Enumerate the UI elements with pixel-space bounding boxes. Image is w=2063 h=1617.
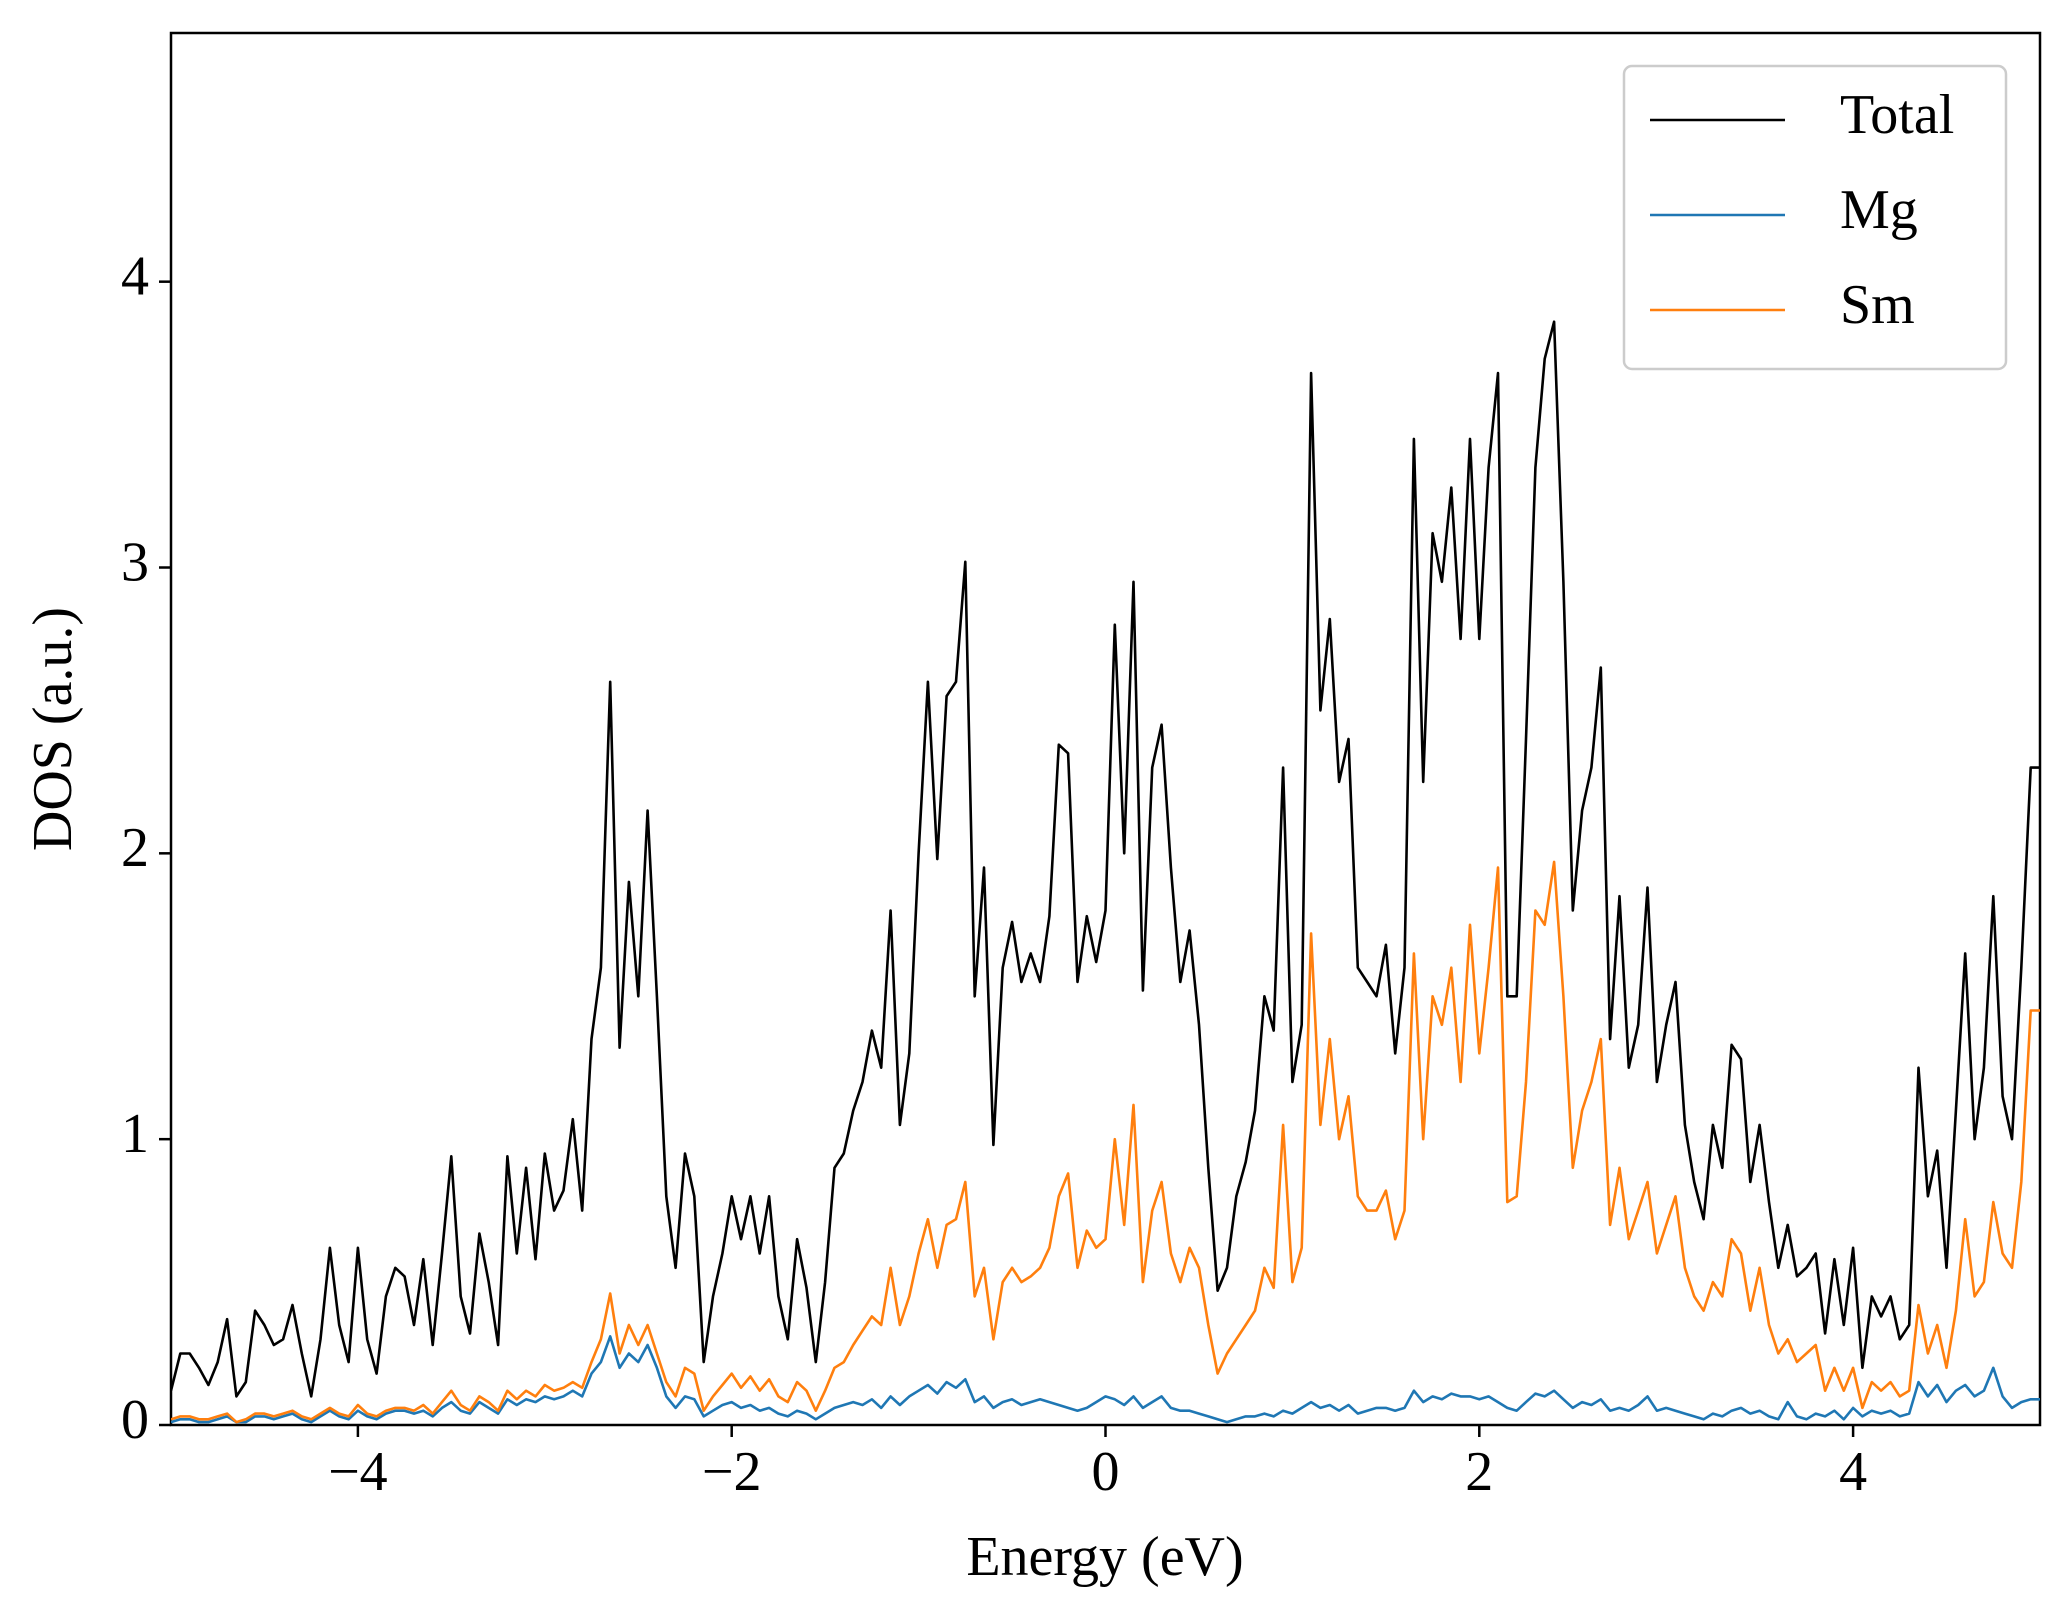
y-tick-label: 3 <box>121 531 149 593</box>
series-line <box>171 860 2040 1424</box>
y-tick-label: 1 <box>121 1103 149 1165</box>
x-tick-label: −2 <box>702 1441 762 1503</box>
series-line <box>171 1335 2040 1424</box>
x-tick-label: 2 <box>1465 1441 1493 1503</box>
x-axis-label: Energy (eV) <box>966 1526 1243 1588</box>
y-axis-label: DOS (a.u.) <box>22 607 84 851</box>
legend-label: Sm <box>1840 274 1915 336</box>
legend-label: Mg <box>1840 179 1918 241</box>
x-tick-label: −4 <box>328 1441 388 1503</box>
legend-label: Total <box>1840 84 1954 146</box>
y-tick-label: 2 <box>121 817 149 879</box>
series-line <box>171 320 2040 1398</box>
legend-box <box>1622 64 2008 371</box>
x-tick-label: 0 <box>1092 1441 1120 1503</box>
y-tick-label: 0 <box>121 1389 149 1451</box>
y-tick-label: 4 <box>121 246 149 308</box>
x-tick-label: 4 <box>1839 1441 1867 1503</box>
